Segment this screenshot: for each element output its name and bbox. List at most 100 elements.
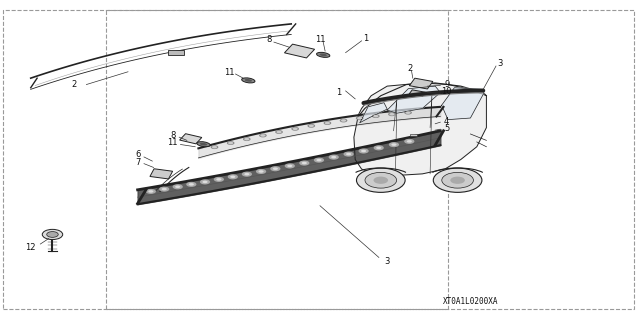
Circle shape <box>388 112 396 116</box>
Circle shape <box>227 141 234 145</box>
Bar <box>180 134 202 144</box>
Circle shape <box>242 172 252 177</box>
Text: 3: 3 <box>385 257 390 266</box>
Circle shape <box>299 160 309 166</box>
Circle shape <box>328 155 339 160</box>
Circle shape <box>451 177 465 184</box>
Circle shape <box>148 190 154 193</box>
Ellipse shape <box>197 142 210 147</box>
Text: 1: 1 <box>337 88 342 97</box>
Circle shape <box>344 152 354 157</box>
Circle shape <box>373 115 378 117</box>
Text: 11: 11 <box>315 35 325 44</box>
Circle shape <box>340 119 348 122</box>
Text: 11: 11 <box>168 138 178 147</box>
Circle shape <box>259 170 264 173</box>
Circle shape <box>433 168 482 192</box>
Text: 6: 6 <box>135 150 140 159</box>
Circle shape <box>228 142 233 144</box>
Circle shape <box>256 169 266 174</box>
Circle shape <box>175 185 180 188</box>
Circle shape <box>325 122 330 124</box>
Circle shape <box>212 146 217 148</box>
Bar <box>150 169 173 179</box>
Circle shape <box>301 162 307 164</box>
Circle shape <box>374 145 384 150</box>
Circle shape <box>200 179 210 184</box>
Circle shape <box>316 159 321 161</box>
Text: 3: 3 <box>498 59 503 68</box>
Circle shape <box>406 111 411 114</box>
Circle shape <box>287 165 292 167</box>
Ellipse shape <box>200 143 207 145</box>
Text: 2: 2 <box>71 80 76 89</box>
Text: 1: 1 <box>364 34 369 43</box>
Circle shape <box>186 182 196 187</box>
Text: XT0A1L0200XA: XT0A1L0200XA <box>443 297 498 306</box>
Text: 5: 5 <box>444 124 449 133</box>
Circle shape <box>389 113 394 115</box>
Circle shape <box>42 229 63 240</box>
Circle shape <box>275 130 283 134</box>
Text: 12: 12 <box>26 243 36 252</box>
Circle shape <box>146 189 156 194</box>
Circle shape <box>341 119 346 122</box>
Text: 11: 11 <box>224 68 234 77</box>
Bar <box>410 78 433 89</box>
Circle shape <box>228 174 238 179</box>
Circle shape <box>173 184 183 189</box>
Circle shape <box>331 156 336 159</box>
Circle shape <box>308 124 314 127</box>
Circle shape <box>346 153 351 155</box>
Polygon shape <box>360 103 387 123</box>
Circle shape <box>276 131 282 133</box>
Bar <box>409 90 426 96</box>
Circle shape <box>389 142 399 147</box>
Circle shape <box>307 124 315 128</box>
Circle shape <box>374 177 388 184</box>
Circle shape <box>376 146 381 149</box>
Circle shape <box>270 166 280 171</box>
Circle shape <box>162 188 167 190</box>
Ellipse shape <box>244 79 252 82</box>
Polygon shape <box>442 88 484 120</box>
Text: 9: 9 <box>444 80 449 89</box>
Ellipse shape <box>319 54 327 56</box>
Circle shape <box>273 167 278 170</box>
Circle shape <box>159 187 170 192</box>
Circle shape <box>404 139 415 144</box>
Circle shape <box>244 138 250 140</box>
Text: 2: 2 <box>407 64 412 73</box>
Bar <box>410 134 417 136</box>
Text: 7: 7 <box>135 158 140 167</box>
Circle shape <box>189 183 194 186</box>
Circle shape <box>243 137 251 141</box>
Circle shape <box>259 134 267 137</box>
Bar <box>106 10 448 309</box>
Ellipse shape <box>317 52 330 57</box>
Circle shape <box>291 127 299 131</box>
Circle shape <box>404 111 412 115</box>
Text: 10: 10 <box>442 87 452 96</box>
Circle shape <box>356 116 364 120</box>
Circle shape <box>361 150 366 152</box>
Ellipse shape <box>242 78 255 83</box>
Bar <box>284 44 315 58</box>
Circle shape <box>216 178 221 181</box>
Circle shape <box>292 128 298 130</box>
Polygon shape <box>354 83 486 175</box>
Text: 8: 8 <box>170 131 175 140</box>
Circle shape <box>211 145 218 149</box>
Circle shape <box>260 134 266 137</box>
Circle shape <box>372 114 380 118</box>
Text: 4: 4 <box>444 117 449 126</box>
Text: 8: 8 <box>266 35 271 44</box>
Circle shape <box>358 148 369 153</box>
Circle shape <box>407 140 412 143</box>
Circle shape <box>214 177 224 182</box>
Circle shape <box>202 181 207 183</box>
Circle shape <box>392 143 397 146</box>
Circle shape <box>357 117 362 120</box>
Circle shape <box>47 232 58 237</box>
Circle shape <box>285 163 295 168</box>
